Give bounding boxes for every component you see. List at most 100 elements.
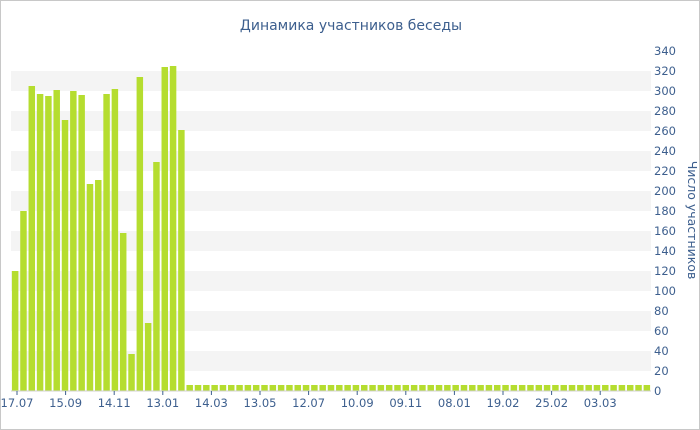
y-tick-label: 300 xyxy=(654,84,676,98)
bar xyxy=(361,385,368,391)
y-tick-label: 180 xyxy=(654,204,676,218)
bar xyxy=(211,385,218,391)
bar xyxy=(78,95,85,391)
bar xyxy=(543,385,551,391)
x-tick-label: 14.03 xyxy=(195,396,228,410)
y-axis-label: Число участников xyxy=(685,161,699,280)
bar xyxy=(485,385,493,391)
bar xyxy=(261,385,268,391)
y-tick-label: 100 xyxy=(654,284,676,298)
bar xyxy=(402,385,410,391)
y-tick-label: 240 xyxy=(654,144,676,158)
bar xyxy=(618,385,626,391)
bar xyxy=(319,385,326,391)
x-tick-label: 19.02 xyxy=(487,396,520,410)
bar xyxy=(244,385,252,391)
x-tick-label: 12.07 xyxy=(292,396,325,410)
bar xyxy=(28,86,36,391)
bar xyxy=(86,184,94,391)
bar xyxy=(95,180,102,391)
bar xyxy=(252,385,260,391)
x-tick-label: 13.05 xyxy=(244,396,277,410)
y-tick-label: 80 xyxy=(654,304,669,318)
bar xyxy=(435,385,443,391)
x-tick-label: 17.07 xyxy=(1,396,33,410)
bar xyxy=(36,94,44,391)
bar xyxy=(493,385,501,391)
bar xyxy=(277,385,285,391)
y-tick-label: 60 xyxy=(654,324,669,338)
bar xyxy=(552,385,559,391)
y-tick-label: 220 xyxy=(654,164,676,178)
y-tick-label: 280 xyxy=(654,104,676,118)
bar xyxy=(161,67,168,391)
bar xyxy=(53,90,60,391)
bar xyxy=(269,385,277,391)
chart-title: Динамика участников беседы xyxy=(240,18,462,34)
y-tick-label: 0 xyxy=(654,384,661,398)
bar xyxy=(643,385,651,391)
y-tick-label: 320 xyxy=(654,64,676,78)
bar xyxy=(153,162,160,391)
bars xyxy=(11,66,651,391)
bar xyxy=(344,385,351,391)
bar xyxy=(219,385,227,391)
bar xyxy=(602,385,609,391)
bar xyxy=(186,385,193,391)
bar xyxy=(568,385,576,391)
bar xyxy=(11,271,19,391)
bar xyxy=(70,91,77,391)
x-tick-label: 03.03 xyxy=(584,396,617,410)
bar xyxy=(535,385,543,391)
bar xyxy=(228,385,235,391)
y-tick-label: 120 xyxy=(654,264,676,278)
bar xyxy=(394,385,401,391)
bar xyxy=(626,385,634,391)
x-tick-label: 08.01 xyxy=(438,396,471,410)
bar xyxy=(136,77,144,391)
bar xyxy=(128,354,135,391)
bar xyxy=(336,385,343,391)
x-tick-label: 13.01 xyxy=(146,396,179,410)
bar xyxy=(593,385,601,391)
bar xyxy=(427,385,434,391)
y-tick-label: 160 xyxy=(654,224,676,238)
x-tick-label: 14.11 xyxy=(98,396,131,410)
bar xyxy=(61,120,69,391)
bar xyxy=(302,385,310,391)
y-tick-label: 140 xyxy=(654,244,676,258)
y-tick-label: 40 xyxy=(654,344,669,358)
bar xyxy=(385,385,393,391)
bar xyxy=(111,89,119,391)
y-axis-ticks: 0 20 40 60 80 100 120 140 160 180 200 220 240 260 280 3… xyxy=(654,44,676,398)
x-tick-label: 15.09 xyxy=(49,396,82,410)
y-tick-label: 260 xyxy=(654,124,676,138)
bar xyxy=(635,385,642,391)
bar xyxy=(169,66,177,391)
bar xyxy=(585,385,592,391)
bar xyxy=(286,385,293,391)
bar xyxy=(377,385,385,391)
bar xyxy=(510,385,518,391)
bar xyxy=(444,385,451,391)
bar xyxy=(460,385,468,391)
bar xyxy=(327,385,335,391)
bar xyxy=(20,211,27,391)
bar xyxy=(294,385,301,391)
bar xyxy=(610,385,617,391)
bar xyxy=(178,130,185,391)
bar xyxy=(369,385,376,391)
bar xyxy=(527,385,534,391)
y-tick-label: 340 xyxy=(654,44,676,58)
bar xyxy=(410,385,418,391)
bar xyxy=(194,385,202,391)
x-tick-label: 10.09 xyxy=(341,396,374,410)
bar xyxy=(144,323,152,391)
bar xyxy=(502,385,509,391)
bar xyxy=(236,385,243,391)
x-tick-label: 25.02 xyxy=(535,396,568,410)
y-tick-label: 20 xyxy=(654,364,669,378)
bar xyxy=(311,385,318,391)
bar xyxy=(119,233,127,391)
